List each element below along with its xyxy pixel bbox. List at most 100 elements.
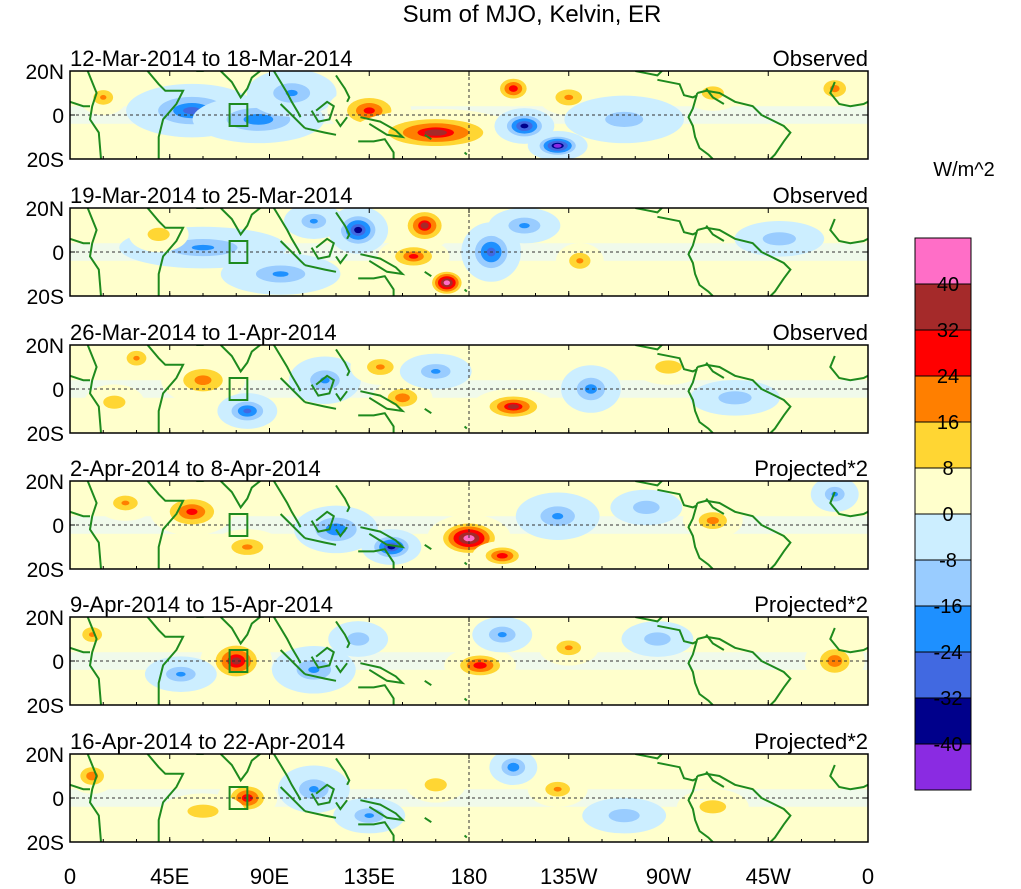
coastlines bbox=[70, 617, 868, 705]
coastline bbox=[273, 345, 302, 392]
coastline bbox=[657, 215, 698, 236]
contour-level bbox=[507, 762, 520, 772]
contour-blob bbox=[217, 393, 278, 429]
panel-date-range: 12-Mar-2014 to 18-Mar-2014 bbox=[70, 46, 352, 71]
coastline bbox=[146, 754, 185, 842]
coastline bbox=[358, 821, 395, 842]
contour-blob bbox=[220, 253, 341, 295]
contour-blob bbox=[734, 220, 825, 257]
contour-blob bbox=[144, 656, 217, 693]
contour-blob bbox=[682, 502, 743, 539]
contour-level bbox=[463, 535, 475, 542]
coastline bbox=[335, 662, 348, 674]
colorbar-swatch bbox=[914, 605, 972, 653]
coastline bbox=[687, 366, 714, 433]
coastline bbox=[335, 348, 351, 377]
coastline bbox=[70, 237, 90, 245]
reference-box bbox=[228, 377, 249, 401]
coastline bbox=[310, 646, 335, 669]
contour-level bbox=[520, 123, 529, 129]
panel-5: 20N 0 20S 9-Apr-2014 to 15-Apr-2014 Projecte… bbox=[25, 592, 869, 718]
x-axis: 0 45E 90E 135E 180 135W 90W 45W 0 bbox=[64, 864, 874, 889]
x-tick-label: 45W bbox=[746, 864, 791, 889]
coastline bbox=[219, 208, 262, 237]
contour-blob bbox=[564, 95, 685, 144]
coastline bbox=[146, 345, 185, 433]
colorbar-swatch bbox=[914, 375, 972, 423]
coastline bbox=[86, 754, 102, 842]
contour-level bbox=[272, 271, 289, 277]
coastline bbox=[424, 270, 432, 278]
coastline bbox=[146, 71, 185, 159]
panel-2: 20N 0 20S 19-Mar-2014 to 25-Mar-2014 Observe… bbox=[25, 183, 869, 309]
colorbar-level-label: 8 bbox=[942, 458, 953, 480]
y-tick-label: 20S bbox=[27, 559, 64, 582]
contour-level bbox=[424, 778, 447, 792]
coastline bbox=[335, 526, 348, 538]
contour-level bbox=[584, 384, 597, 394]
contour-blob bbox=[84, 384, 145, 421]
coastline bbox=[697, 363, 792, 433]
coastline bbox=[697, 772, 792, 842]
contour-level bbox=[363, 107, 375, 114]
coastline bbox=[335, 620, 351, 649]
colorbar-swatch bbox=[914, 467, 972, 515]
coastline bbox=[219, 754, 262, 783]
coastline bbox=[463, 288, 468, 293]
contour-level bbox=[243, 408, 252, 414]
coastline bbox=[635, 617, 664, 623]
coastline bbox=[70, 783, 90, 791]
colorbar-swatch bbox=[914, 697, 972, 745]
panel-date-range: 9-Apr-2014 to 15-Apr-2014 bbox=[70, 592, 333, 617]
coastline bbox=[146, 617, 185, 705]
contour-level bbox=[496, 553, 508, 559]
x-tick-label: 135W bbox=[540, 864, 598, 889]
panel-label: Projected*2 bbox=[754, 592, 868, 617]
y-tick-label: 20N bbox=[25, 198, 64, 221]
contour-blob bbox=[610, 489, 683, 526]
panel-4: 20N 0 20S 2-Apr-2014 to 8-Apr-2014 Projected… bbox=[25, 456, 869, 582]
coastline bbox=[273, 208, 302, 255]
coastline bbox=[697, 226, 792, 296]
reference-box bbox=[228, 513, 249, 537]
contour-level bbox=[706, 517, 719, 525]
x-tick-label: 90W bbox=[646, 864, 691, 889]
coastline bbox=[86, 208, 102, 296]
coastline bbox=[657, 78, 698, 99]
coastline bbox=[360, 799, 406, 822]
coastline bbox=[146, 481, 185, 569]
contour-level bbox=[354, 226, 363, 234]
coastline bbox=[304, 264, 337, 273]
x-tick-label: 180 bbox=[451, 864, 488, 889]
contour-level bbox=[309, 786, 319, 793]
coastline bbox=[657, 352, 698, 373]
contour-blob bbox=[488, 208, 561, 244]
x-tick-label: 45E bbox=[150, 864, 189, 889]
coastline bbox=[273, 481, 302, 528]
panel-3: 20N 0 20S 26-Mar-2014 to 1-Apr-2014 Observed bbox=[25, 320, 869, 446]
contour-level bbox=[430, 369, 441, 374]
coastline bbox=[279, 103, 306, 129]
contour-blob bbox=[328, 621, 389, 657]
contour-blob bbox=[377, 238, 450, 275]
contour-blob bbox=[70, 617, 117, 653]
coastline bbox=[70, 510, 90, 518]
x-tick-label: 135E bbox=[344, 864, 395, 889]
contour-level bbox=[507, 404, 519, 409]
contour-level bbox=[191, 244, 215, 251]
coastline bbox=[335, 211, 351, 240]
contour-blob bbox=[582, 797, 667, 834]
coastline bbox=[829, 764, 868, 791]
coastline bbox=[463, 834, 468, 839]
contour-blob bbox=[538, 629, 599, 666]
contour-level bbox=[347, 632, 370, 646]
coastline bbox=[358, 548, 395, 569]
coastline bbox=[279, 240, 306, 266]
y-tick-label: 20S bbox=[27, 832, 64, 855]
y-tick-label: 20N bbox=[25, 335, 64, 358]
contour-level bbox=[147, 227, 170, 241]
coastline bbox=[705, 362, 725, 379]
contour-level bbox=[194, 375, 212, 386]
panel-date-range: 16-Apr-2014 to 22-Apr-2014 bbox=[70, 729, 345, 754]
coastline bbox=[635, 208, 664, 214]
